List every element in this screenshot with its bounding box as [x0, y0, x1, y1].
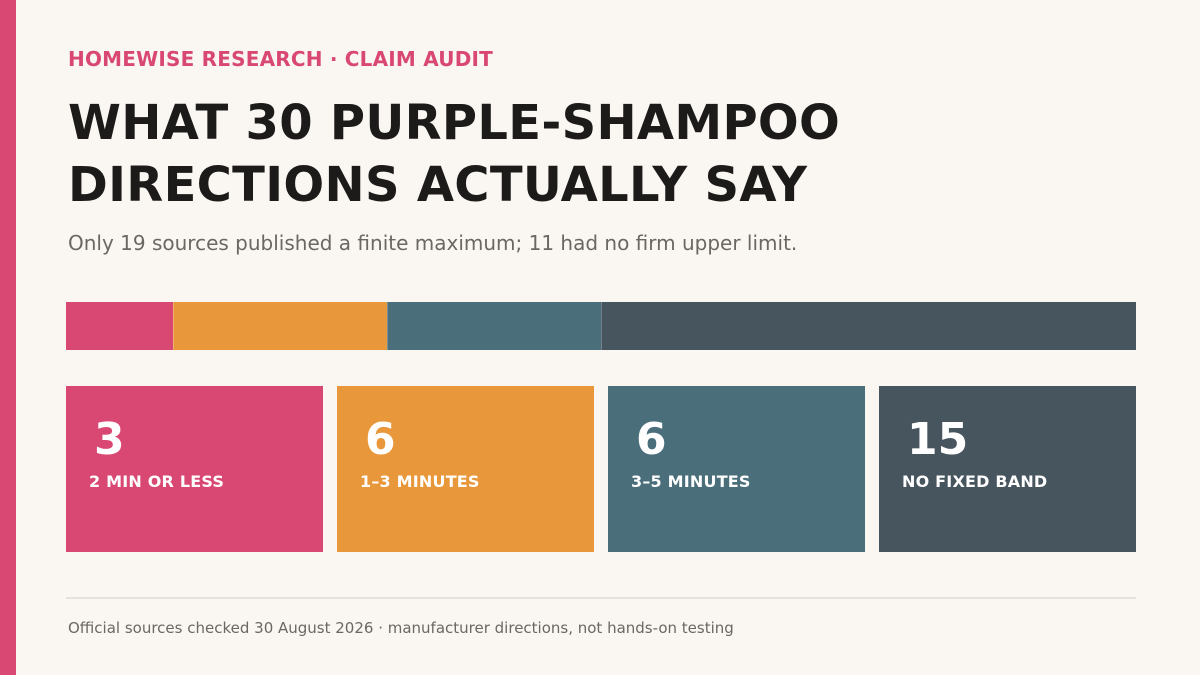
- card-label: 3–5 MINUTES: [631, 472, 751, 491]
- category-card-1: 3 2 MIN OR LESS: [66, 386, 323, 552]
- card-label: 1–3 MINUTES: [360, 472, 480, 491]
- category-card-3: 6 3–5 MINUTES: [608, 386, 865, 552]
- card-value: 6: [365, 414, 396, 465]
- category-cards: 3 2 MIN OR LESS 6 1–3 MINUTES 6 3–5 MINUTES 15…: [66, 386, 1136, 552]
- kicker: HOMEWISE RESEARCH · CLAIM AUDIT: [68, 47, 493, 71]
- bar-segment-3: [387, 302, 601, 350]
- category-card-2: 6 1–3 MINUTES: [337, 386, 594, 552]
- title-line-2: DIRECTIONS ACTUALLY SAY: [68, 157, 808, 213]
- card-value: 6: [636, 414, 667, 465]
- card-label: 2 MIN OR LESS: [89, 472, 225, 491]
- subtitle: Only 19 sources published a finite maxim…: [68, 231, 798, 255]
- card-value: 3: [94, 414, 125, 465]
- card-label: NO FIXED BAND: [902, 472, 1048, 491]
- bar-segment-2: [173, 302, 387, 350]
- bar-segment-4: [601, 302, 1136, 350]
- bar-segment-1: [66, 302, 173, 350]
- footer-note: Official sources checked 30 August 2026 …: [68, 619, 734, 637]
- card-value: 15: [907, 414, 969, 465]
- title-line-1: WHAT 30 PURPLE-SHAMPOO: [68, 95, 841, 151]
- accent-bar: [0, 0, 16, 675]
- stacked-bar: [66, 302, 1136, 350]
- category-card-4: 15 NO FIXED BAND: [879, 386, 1136, 552]
- page-title: WHAT 30 PURPLE-SHAMPOO DIRECTIONS ACTUAL…: [68, 92, 1148, 216]
- divider: [66, 597, 1136, 599]
